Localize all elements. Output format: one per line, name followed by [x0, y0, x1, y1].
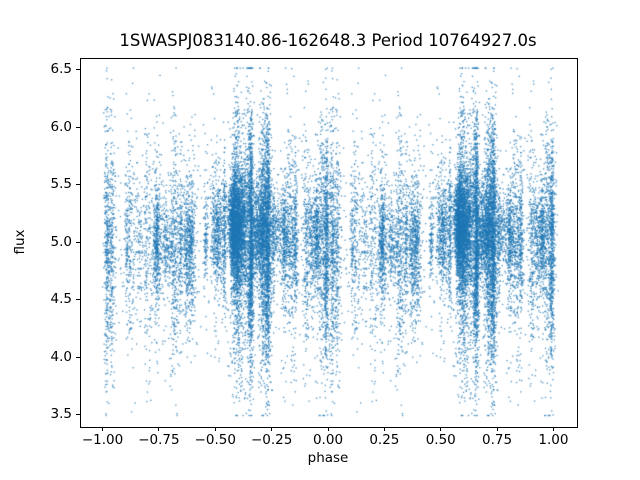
x-tick-label: 1.00 [538, 432, 569, 448]
y-tick-label: 5.0 [50, 233, 72, 250]
y-tick-mark [76, 184, 80, 185]
y-tick-label: 4.0 [50, 348, 72, 365]
x-tick-label: −0.25 [250, 432, 293, 448]
y-tick-label: 4.5 [50, 291, 72, 307]
y-tick-mark [76, 299, 80, 300]
y-tick-label: 6.5 [50, 61, 72, 77]
y-tick-label: 3.5 [50, 406, 72, 422]
x-tick-label: −0.50 [194, 432, 236, 448]
x-tick-mark [327, 427, 329, 431]
y-tick-mark [76, 356, 80, 358]
x-axis-label: phase [307, 450, 349, 466]
x-tick-mark [102, 427, 104, 431]
x-tick-label: 0.75 [482, 432, 513, 448]
x-tick-label: −1.00 [81, 432, 124, 448]
y-tick-label: 5.5 [50, 176, 72, 192]
x-tick-mark [158, 427, 160, 431]
x-tick-label: 0.50 [425, 432, 456, 448]
axes-frame [80, 58, 578, 428]
x-tick-label: −0.75 [138, 432, 180, 448]
x-tick-mark [383, 427, 385, 431]
y-tick-mark [76, 69, 80, 70]
x-tick-label: 0.00 [312, 432, 344, 448]
y-tick-mark [76, 126, 80, 128]
y-axis-label: flux [12, 229, 28, 255]
x-tick-mark [271, 427, 273, 431]
y-tick-mark [76, 414, 80, 415]
x-tick-mark [552, 427, 554, 431]
x-tick-label: 0.25 [369, 432, 400, 448]
x-tick-mark [440, 427, 442, 431]
x-tick-mark [214, 427, 216, 431]
y-tick-mark [76, 241, 80, 243]
x-tick-mark [496, 427, 498, 431]
y-tick-label: 6.0 [50, 118, 72, 135]
plot-title: 1SWASPJ083140.86-162648.3 Period 1076492… [119, 31, 537, 50]
scatter-points-canvas [81, 59, 577, 427]
